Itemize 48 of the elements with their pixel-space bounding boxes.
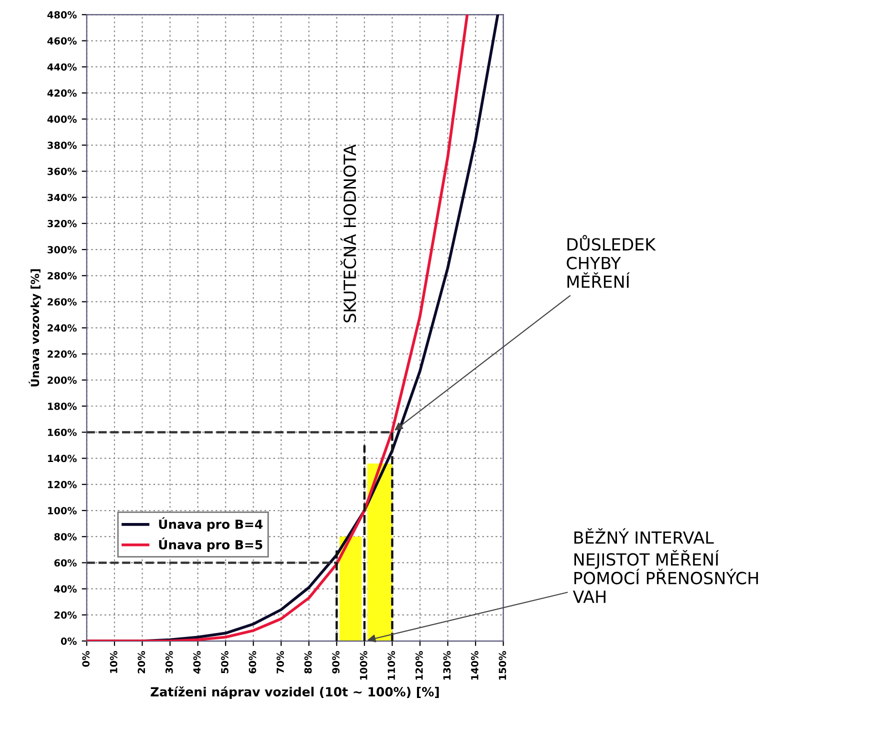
x-tick-label: 20% — [138, 651, 146, 674]
x-tick-label: 90% — [332, 651, 340, 674]
x-tick-label: 130% — [443, 651, 451, 680]
y-tick-label: 260% — [48, 298, 77, 306]
x-tick-label: 140% — [471, 651, 478, 680]
y-tick-label: 180% — [48, 402, 77, 410]
y-tick-label: 380% — [48, 142, 77, 149]
y-tick-label: 140% — [48, 454, 77, 462]
y-tick-label: 40% — [54, 585, 77, 593]
x-axis-title: Zatíženi náprav vozidel (10t ~ 100%) [%] — [150, 686, 439, 699]
y-tick-label: 60% — [54, 559, 77, 567]
y-tick-label: 460% — [47, 37, 77, 45]
y-tick-label: 360% — [48, 168, 77, 176]
annotation: DŮSLEDEK CHYBY MĚŘENÍ — [566, 234, 656, 288]
y-tick-label: 400% — [47, 116, 77, 123]
y-tick-label: 80% — [54, 533, 77, 540]
y-tick-label: 220% — [48, 350, 77, 358]
x-tick-label: 70% — [276, 651, 284, 674]
annotation: SKUTEČNÁ HODNOTA — [340, 144, 356, 322]
y-tick-label: 440% — [47, 63, 77, 71]
x-tick-label: 60% — [248, 651, 256, 674]
annotation: BĚŽNÝ INTERVAL NEJISTOT MĚŘENÍ POMOCÍ PŘENOSNÝCH VAH — [572, 528, 758, 603]
y-tick-label: 420% — [47, 89, 77, 97]
y-tick-label: 300% — [48, 246, 77, 254]
y-tick-label: 100% — [48, 506, 77, 514]
y-tick-label: 120% — [48, 480, 77, 488]
y-tick-label: 480% — [47, 11, 77, 18]
x-tick-label: 100% — [360, 651, 368, 680]
y-tick-label: 240% — [48, 324, 77, 332]
x-tick-label: 110% — [388, 651, 396, 680]
y-axis-title: Únava vozovky [%] — [28, 269, 42, 386]
x-tick-label: 80% — [304, 651, 312, 674]
y-tick-label: 0% — [60, 637, 77, 645]
x-tick-label: 0% — [82, 651, 90, 667]
y-tick-label: 320% — [48, 220, 77, 228]
legend-label: Únava pro B=4 — [159, 517, 263, 532]
x-tick-label: 50% — [221, 651, 228, 674]
y-tick-label: 160% — [48, 428, 77, 436]
x-tick-label: 150% — [498, 651, 506, 680]
y-tick-label: 20% — [54, 611, 77, 619]
x-tick-label: 40% — [193, 651, 201, 674]
y-tick-label: 280% — [48, 272, 77, 280]
x-tick-label: 120% — [415, 651, 423, 680]
x-tick-label: 30% — [166, 651, 173, 674]
legend-label: Únava pro B=5 — [159, 538, 262, 552]
x-tick-label: 10% — [110, 651, 118, 673]
y-tick-label: 340% — [48, 194, 77, 202]
y-tick-label: 200% — [48, 376, 77, 384]
